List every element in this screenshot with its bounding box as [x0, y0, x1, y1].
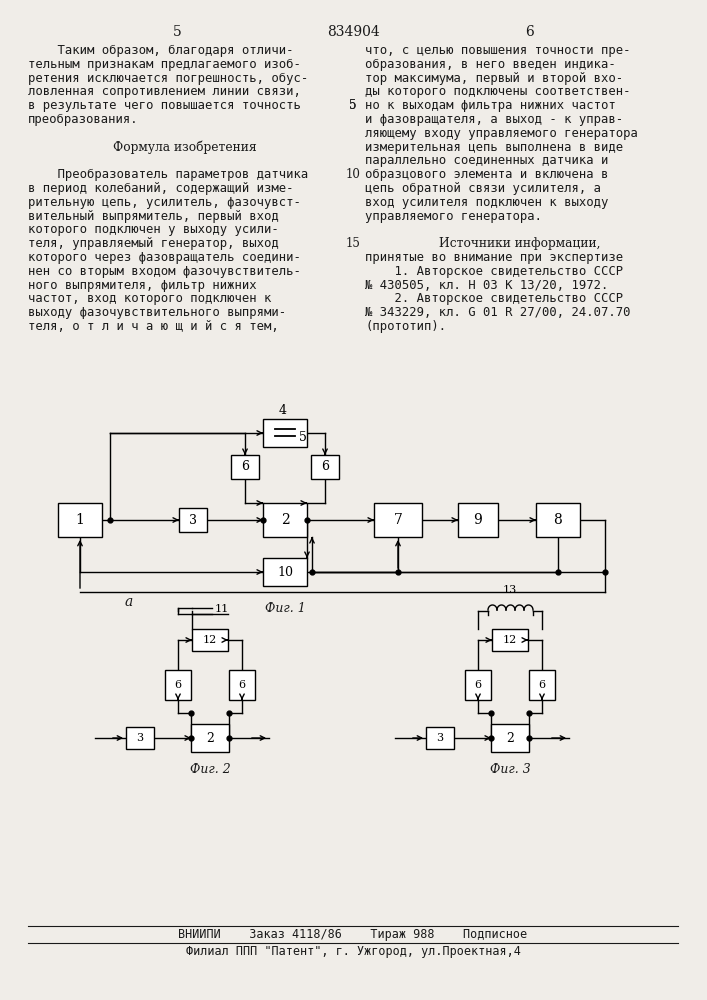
Text: что, с целью повышения точности пре-: что, с целью повышения точности пре- [365, 44, 631, 57]
Bar [165, 670, 191, 700]
Text: ВНИИПИ    Заказ 4118/86    Тираж 988    Подписное: ВНИИПИ Заказ 4118/86 Тираж 988 Подписное [178, 928, 527, 941]
Text: 13: 13 [503, 585, 517, 595]
Text: 10: 10 [277, 566, 293, 578]
Text: Формула изобретения: Формула изобретения [113, 141, 257, 154]
Text: теля, о т л и ч а ю щ и й с я тем,: теля, о т л и ч а ю щ и й с я тем, [28, 320, 279, 333]
Bar [229, 670, 255, 700]
Text: которого подключен у выходу усили-: которого подключен у выходу усили- [28, 223, 279, 236]
Text: 6: 6 [539, 680, 546, 690]
Text: теля, управляемый генератор, выход: теля, управляемый генератор, выход [28, 237, 279, 250]
Text: 6: 6 [241, 460, 249, 474]
Text: нен со вторым входом фазочувствитель-: нен со вторым входом фазочувствитель- [28, 265, 301, 278]
Bar [263, 503, 307, 537]
Text: ды которого подключены соответствен-: ды которого подключены соответствен- [365, 85, 631, 98]
Text: 6: 6 [238, 680, 245, 690]
Text: Фиг. 2: Фиг. 2 [189, 763, 230, 776]
Bar [263, 419, 307, 447]
Text: 2: 2 [206, 732, 214, 744]
Bar [492, 629, 528, 651]
Text: рительную цепь, усилитель, фазочувст-: рительную цепь, усилитель, фазочувст- [28, 196, 301, 209]
Text: 9: 9 [474, 513, 482, 527]
Text: образцового элемента и включена в: образцового элемента и включена в [365, 168, 609, 181]
Text: ного выпрямителя, фильтр нижних: ного выпрямителя, фильтр нижних [28, 279, 257, 292]
Text: 6: 6 [321, 460, 329, 474]
Bar [191, 724, 229, 752]
Text: Фиг. 3: Фиг. 3 [490, 763, 530, 776]
Text: 8: 8 [554, 513, 562, 527]
Text: № 343229, кл. G 01 R 27/00, 24.07.70: № 343229, кл. G 01 R 27/00, 24.07.70 [365, 306, 631, 319]
Text: Источники информации,: Источники информации, [439, 237, 601, 250]
Text: 7: 7 [394, 513, 402, 527]
Bar [536, 503, 580, 537]
Text: 6: 6 [474, 680, 481, 690]
Text: измерительная цепь выполнена в виде: измерительная цепь выполнена в виде [365, 141, 623, 154]
Text: 5: 5 [349, 99, 357, 112]
Text: 1: 1 [76, 513, 84, 527]
Text: Таким образом, благодаря отличи-: Таким образом, благодаря отличи- [28, 44, 293, 57]
Bar [126, 727, 154, 749]
Text: 834904: 834904 [327, 25, 380, 39]
Text: 6: 6 [175, 680, 182, 690]
Text: но к выходам фильтра нижних частот: но к выходам фильтра нижних частот [365, 99, 616, 112]
Text: 2. Авторское свидетельство СССР: 2. Авторское свидетельство СССР [365, 292, 623, 305]
Text: (прототип).: (прототип). [365, 320, 446, 333]
Bar [231, 455, 259, 479]
Text: а: а [125, 595, 133, 609]
Bar [58, 503, 102, 537]
Bar [179, 508, 207, 532]
Text: которого через фазовращатель соедини-: которого через фазовращатель соедини- [28, 251, 301, 264]
Bar [426, 727, 454, 749]
Text: ляющему входу управляемого генератора: ляющему входу управляемого генератора [365, 127, 638, 140]
Bar [491, 724, 529, 752]
Text: в результате чего повышается точность: в результате чего повышается точность [28, 99, 301, 112]
Text: № 430505, кл. Н 03 К 13/20, 1972.: № 430505, кл. Н 03 К 13/20, 1972. [365, 279, 609, 292]
Text: частот, вход которого подключен к: частот, вход которого подключен к [28, 292, 271, 305]
Bar [458, 503, 498, 537]
Bar [263, 558, 307, 586]
Text: вход усилителя подключен к выходу: вход усилителя подключен к выходу [365, 196, 609, 209]
Text: 12: 12 [503, 635, 517, 645]
Text: 3: 3 [136, 733, 144, 743]
Bar [192, 629, 228, 651]
Text: 5: 5 [173, 25, 182, 39]
Text: образования, в него введен индика-: образования, в него введен индика- [365, 58, 616, 71]
Text: тельным признакам предлагаемого изоб-: тельным признакам предлагаемого изоб- [28, 58, 301, 71]
Text: 12: 12 [203, 635, 217, 645]
Text: 3: 3 [189, 514, 197, 526]
Text: Фиг. 1: Фиг. 1 [264, 602, 305, 615]
Text: 3: 3 [436, 733, 443, 743]
Text: в период колебаний, содержащий изме-: в период колебаний, содержащий изме- [28, 182, 293, 195]
Text: и фазовращателя, а выход - к управ-: и фазовращателя, а выход - к управ- [365, 113, 623, 126]
Text: цепь обратной связи усилителя, а: цепь обратной связи усилителя, а [365, 182, 601, 195]
Bar [529, 670, 555, 700]
Text: тор максимума, первый и второй вхо-: тор максимума, первый и второй вхо- [365, 72, 623, 85]
Text: принятые во внимание при экспертизе: принятые во внимание при экспертизе [365, 251, 623, 264]
Bar [311, 455, 339, 479]
Text: 2: 2 [506, 732, 514, 744]
Text: 11: 11 [215, 604, 229, 614]
Text: ловленная сопротивлением линии связи,: ловленная сопротивлением линии связи, [28, 85, 301, 98]
Text: 1. Авторское свидетельство СССР: 1. Авторское свидетельство СССР [365, 265, 623, 278]
Text: Филиал ППП "Патент", г. Ужгород, ул.Проектная,4: Филиал ППП "Патент", г. Ужгород, ул.Прое… [185, 945, 520, 958]
Text: выходу фазочувствительного выпрями-: выходу фазочувствительного выпрями- [28, 306, 286, 319]
Text: параллельно соединенных датчика и: параллельно соединенных датчика и [365, 154, 609, 167]
Text: 4: 4 [279, 404, 287, 417]
Bar [465, 670, 491, 700]
Text: преобразования.: преобразования. [28, 113, 139, 126]
Bar [374, 503, 422, 537]
Text: 5: 5 [299, 431, 307, 444]
Text: 6: 6 [525, 25, 534, 39]
Text: 2: 2 [281, 513, 289, 527]
Text: вительный выпрямитель, первый вход: вительный выпрямитель, первый вход [28, 210, 279, 223]
Text: 10: 10 [346, 168, 361, 181]
Text: управляемого генератора.: управляемого генератора. [365, 210, 542, 223]
Text: 15: 15 [346, 237, 361, 250]
Text: ретения исключается погрешность, обус-: ретения исключается погрешность, обус- [28, 72, 308, 85]
Text: 5: 5 [349, 99, 357, 112]
Text: Преобразователь параметров датчика: Преобразователь параметров датчика [28, 168, 308, 181]
